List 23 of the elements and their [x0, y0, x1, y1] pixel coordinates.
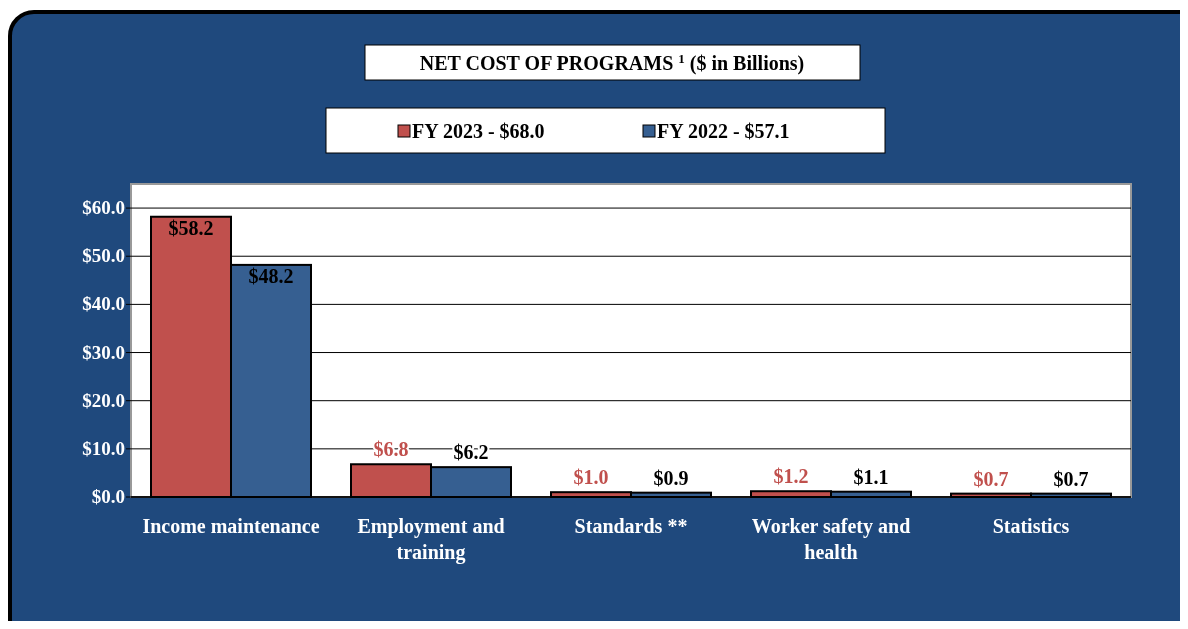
- legend-label: FY 2022 - $57.1: [657, 120, 790, 142]
- y-tick-label: $10.0: [82, 437, 125, 459]
- data-label: $0.7: [1053, 467, 1089, 490]
- x-tick-label: Worker safety and health: [751, 515, 911, 563]
- y-tick-label: $40.0: [82, 293, 125, 315]
- y-tick-label: $60.0: [82, 197, 125, 219]
- y-tick-label: $30.0: [82, 341, 125, 363]
- data-label: $1.1: [853, 465, 889, 488]
- legend-label: FY 2023 - $68.0: [412, 120, 545, 142]
- chart-title: NET COST OF PROGRAMS $^{1}$ ($ in Billions): [419, 50, 805, 75]
- y-tick-label: $50.0: [82, 245, 125, 267]
- data-label: $0.7: [973, 467, 1009, 490]
- data-label: $58.2: [168, 216, 214, 239]
- x-tick-label: Statistics: [992, 515, 1070, 537]
- x-tick-label: Standards **: [574, 515, 688, 537]
- data-label: $1.2: [773, 465, 809, 488]
- data-label: $1.0: [573, 466, 609, 489]
- data-label: $0.9: [653, 466, 689, 489]
- y-tick-label: $20.0: [82, 389, 125, 411]
- x-tick-label: Income maintenance: [142, 515, 320, 537]
- y-tick-label: $0.0: [91, 486, 125, 507]
- x-tick-label: Employment and training: [357, 515, 505, 564]
- data-label: $48.2: [248, 264, 294, 287]
